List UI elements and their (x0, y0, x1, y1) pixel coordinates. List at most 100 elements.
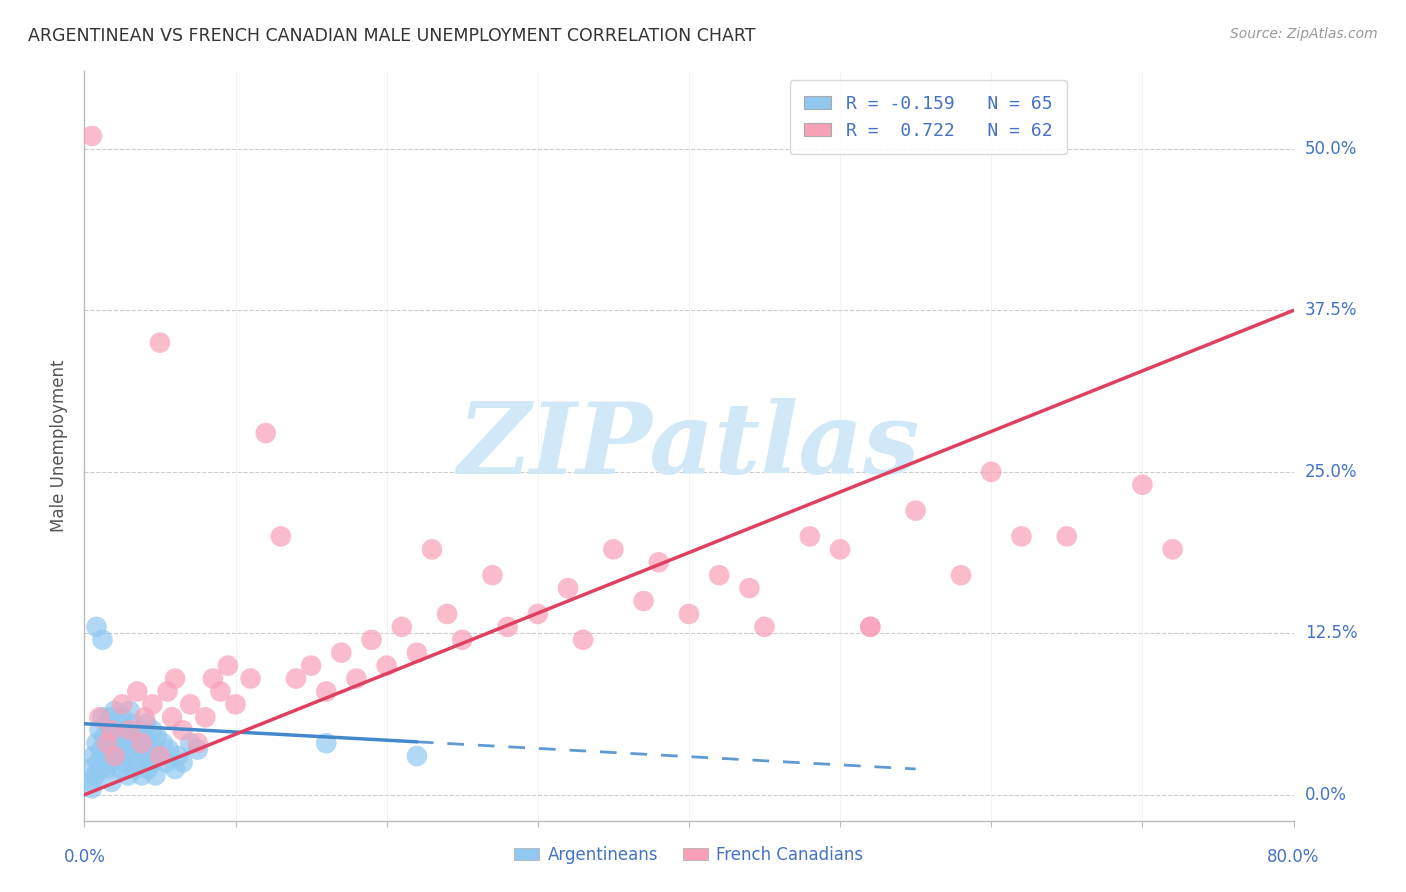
Text: 37.5%: 37.5% (1305, 301, 1357, 319)
Point (98, 710, 121, 724)
Point (84, 768, 107, 782)
Point (1130, 477, 1153, 491)
Text: 80.0%: 80.0% (1267, 848, 1320, 866)
Point (118, 730, 141, 744)
Point (132, 730, 155, 744)
Point (89, 723, 111, 738)
Point (375, 658, 398, 673)
Point (125, 736, 148, 750)
Point (648, 555, 671, 569)
Point (165, 762, 187, 776)
Point (141, 698, 163, 712)
Text: ZIPatlas: ZIPatlas (458, 398, 920, 494)
Point (709, 568, 731, 582)
Point (346, 672, 368, 686)
Point (904, 503, 927, 517)
Point (141, 723, 163, 738)
Text: Source: ZipAtlas.com: Source: ZipAtlas.com (1230, 27, 1378, 41)
Point (115, 742, 138, 756)
Point (87, 756, 110, 770)
Point (142, 742, 165, 756)
Point (633, 594, 655, 608)
Point (93, 730, 115, 744)
Point (1011, 529, 1033, 543)
Point (90, 742, 112, 756)
Point (136, 762, 159, 776)
Point (111, 698, 134, 712)
Point (149, 749, 172, 764)
Point (107, 749, 129, 764)
Point (167, 749, 190, 764)
Point (172, 756, 194, 770)
Point (80, 775, 103, 789)
Point (496, 620, 519, 634)
Point (165, 672, 187, 686)
Point (91, 710, 114, 724)
Point (1161, 542, 1184, 557)
Text: 25.0%: 25.0% (1305, 463, 1357, 481)
Point (134, 749, 156, 764)
Point (110, 762, 132, 776)
Point (149, 335, 172, 350)
Text: 12.5%: 12.5% (1305, 624, 1357, 642)
Text: ARGENTINEAN VS FRENCH CANADIAN MALE UNEMPLOYMENT CORRELATION CHART: ARGENTINEAN VS FRENCH CANADIAN MALE UNEM… (28, 27, 755, 45)
Point (89, 762, 111, 776)
Point (104, 742, 127, 756)
Point (104, 749, 127, 764)
Point (97, 736, 120, 750)
Point (527, 607, 550, 621)
Point (156, 684, 179, 698)
Text: 0.0%: 0.0% (63, 848, 105, 866)
Point (160, 710, 183, 724)
Point (285, 672, 308, 686)
Point (754, 620, 776, 634)
Point (980, 465, 1002, 479)
Point (315, 684, 337, 698)
Point (96, 716, 118, 731)
Point (135, 716, 157, 731)
Point (121, 716, 143, 731)
Point (100, 723, 122, 738)
Point (239, 672, 262, 686)
Point (96, 762, 118, 776)
Point (114, 723, 136, 738)
Point (138, 736, 160, 750)
Point (146, 730, 169, 744)
Point (155, 756, 177, 770)
Point (94, 749, 117, 764)
Point (830, 542, 852, 557)
Point (481, 568, 503, 582)
Point (187, 736, 209, 750)
Point (91, 632, 114, 647)
Point (80, 128, 103, 143)
Point (799, 529, 821, 543)
Point (108, 716, 131, 731)
Point (127, 684, 149, 698)
Point (118, 704, 141, 718)
Point (859, 620, 882, 634)
Point (420, 542, 443, 557)
Point (86, 620, 108, 634)
Point (139, 756, 162, 770)
Point (179, 736, 201, 750)
Point (122, 762, 145, 776)
Point (89, 710, 111, 724)
Point (391, 620, 413, 634)
Point (105, 730, 128, 744)
Point (131, 768, 153, 782)
Point (86, 736, 108, 750)
Point (117, 768, 139, 782)
Point (101, 723, 124, 738)
Point (80, 781, 103, 796)
Point (859, 620, 882, 634)
Point (225, 698, 247, 712)
Point (406, 646, 429, 660)
Point (330, 646, 353, 660)
Text: 0.0%: 0.0% (1305, 786, 1347, 804)
Point (406, 749, 429, 764)
Point (187, 742, 209, 756)
Point (360, 632, 382, 647)
Point (120, 749, 142, 764)
Point (678, 607, 700, 621)
Point (118, 723, 141, 738)
